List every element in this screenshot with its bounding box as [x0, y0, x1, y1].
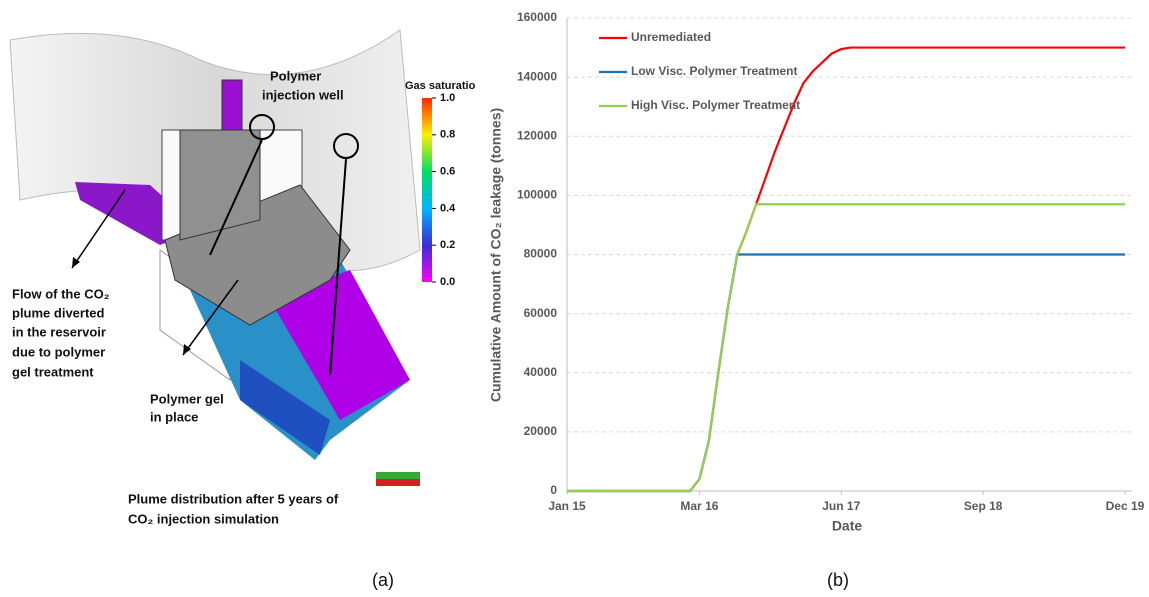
x-tick-label: Jan 15: [548, 499, 586, 513]
x-axis-label: Date: [832, 518, 863, 534]
colorbar-tick-label: 1.0: [440, 92, 455, 104]
y-tick-label: 40000: [524, 365, 558, 379]
annotation: due to polymer: [12, 344, 105, 359]
colorbar-tick-label: 0.0: [440, 276, 455, 288]
legend-label: Low Visc. Polymer Treatment: [631, 64, 798, 78]
colorbar-tick-label: 0.4: [440, 202, 456, 214]
x-tick-label: Mar 16: [680, 499, 718, 513]
annotation: Polymer gel: [150, 391, 224, 406]
y-tick-label: 60000: [524, 306, 558, 320]
annotation: plume diverted: [12, 305, 105, 320]
line-series: [567, 46, 1125, 493]
y-axis-label: Cumulative Amount of CO₂ leakage (tonnes…: [488, 108, 504, 402]
annotation: in place: [150, 409, 198, 424]
y-tick-label: 160000: [517, 10, 557, 24]
caption: (a): [372, 570, 394, 590]
caption: (b): [827, 570, 849, 590]
x-tick-label: Jun 17: [822, 499, 860, 513]
annotation: in the reservoir: [12, 324, 106, 339]
colorbar-tick-label: 0.8: [440, 129, 455, 141]
line-series: [567, 253, 1125, 493]
annotation: Polymer: [270, 68, 321, 83]
annotation: injection well: [262, 87, 344, 102]
colorbar-title: Gas saturatio: [405, 80, 476, 92]
y-tick-label: 20000: [524, 424, 558, 438]
y-tick-label: 100000: [517, 188, 557, 202]
colorbar-tick-label: 0.2: [440, 239, 455, 251]
annotation: Flow of the CO₂: [12, 286, 110, 301]
reservoir-illustration: [9, 29, 432, 486]
colorbar-tick-label: 0.6: [440, 166, 455, 178]
annotation: CO₂ injection simulation: [128, 511, 279, 526]
y-tick-label: 80000: [524, 247, 558, 261]
annotation: Plume distribution after 5 years of: [128, 491, 339, 506]
colorbar: [422, 98, 432, 282]
legend-label: High Visc. Polymer Treatment: [631, 98, 800, 112]
line-series: [567, 203, 1125, 493]
legend-label: Unremediated: [631, 30, 711, 44]
x-tick-label: Dec 19: [1106, 499, 1145, 513]
annotation: gel treatment: [12, 364, 94, 379]
x-tick-label: Sep 18: [964, 499, 1003, 513]
y-tick-label: 0: [550, 483, 557, 497]
y-tick-label: 140000: [517, 69, 557, 83]
y-tick-label: 120000: [517, 128, 557, 142]
